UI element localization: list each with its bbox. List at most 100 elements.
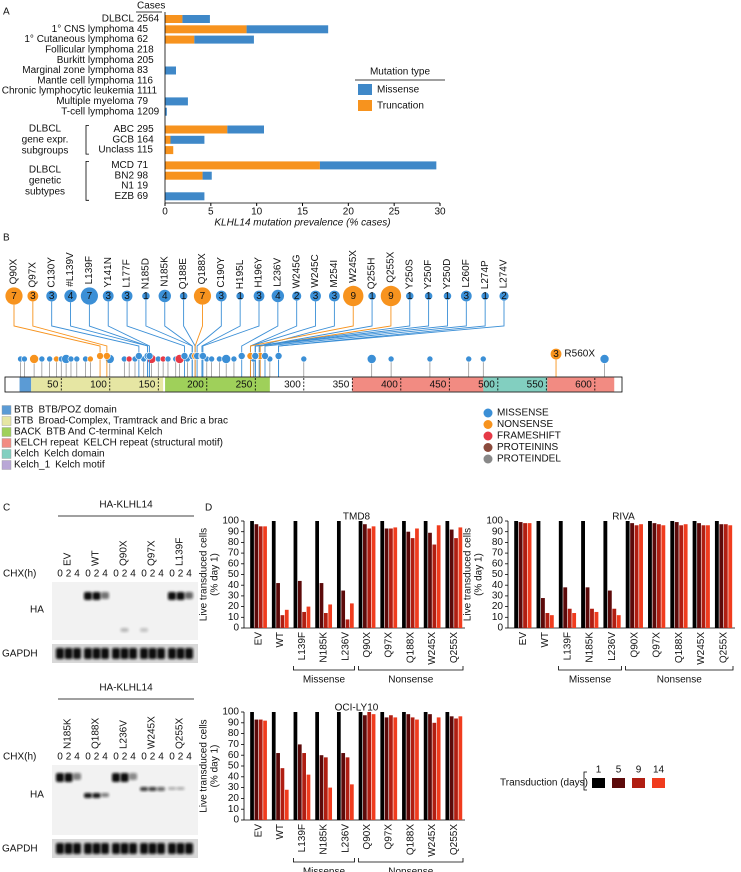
bar (723, 524, 728, 628)
connector (259, 306, 392, 377)
connector (32, 301, 108, 377)
chx-time: 4 (130, 569, 136, 580)
blot-band (73, 843, 81, 854)
bar-segment (165, 146, 174, 155)
bar (423, 712, 428, 820)
lollipop-head (87, 355, 94, 363)
domain (483, 377, 548, 392)
ha-label: HA (30, 605, 44, 616)
bar-segment (165, 97, 188, 106)
y-tick-label: 70 (228, 739, 240, 750)
category-label: MCD (111, 160, 134, 171)
legend-label: Truncation (377, 101, 424, 112)
bar (630, 523, 635, 628)
bar (701, 525, 706, 628)
count-circle (236, 292, 244, 300)
blot-band (73, 773, 81, 780)
bar (406, 531, 411, 628)
mutation-label: Q255X (386, 251, 397, 282)
bar (670, 521, 675, 628)
legend-description: BTB And C-terminal Kelch (46, 427, 162, 438)
cases-value: 98 (137, 170, 149, 181)
lane-label: N185K (63, 718, 74, 749)
x-tick-label: Q97X (384, 632, 395, 658)
bar (607, 590, 612, 628)
count-circle (550, 348, 562, 360)
bar (254, 719, 259, 820)
legend-swatch (612, 778, 625, 788)
lollipop-head (21, 355, 28, 363)
chx-time: 0 (169, 569, 175, 580)
count-label: 4 (68, 291, 74, 302)
bar (358, 712, 363, 820)
bar (454, 718, 458, 820)
legend-swatch (1, 416, 12, 426)
blot-band (92, 592, 101, 600)
connector (88, 304, 149, 377)
lollipop-head (180, 352, 189, 360)
bar (625, 521, 630, 628)
lollipop-head (426, 355, 434, 363)
blot-band (120, 773, 129, 782)
mutation-label: L139F (84, 256, 95, 284)
lollipop-head (300, 355, 308, 363)
cases-value: 45 (137, 24, 149, 35)
legend-description: Broad-Complex, Tramtrack and Bric a brac (38, 416, 228, 427)
count-circle (80, 287, 98, 305)
bar (258, 526, 263, 628)
lollipop-head (29, 354, 39, 364)
y-tick-label: 100 (486, 516, 503, 527)
x-tick-label: Q255X (718, 632, 729, 663)
y-tick-label: 60 (228, 750, 240, 761)
count-label: 3 (313, 291, 319, 302)
group-label: subtypes (25, 186, 65, 197)
legend-swatch (1, 449, 12, 459)
ha-label: HA (30, 790, 44, 801)
cases-value: 205 (137, 55, 154, 66)
mutation-label: Q188E (178, 258, 189, 289)
count-circle (481, 292, 489, 300)
mutation-label: Y250D (442, 259, 453, 290)
chx-time: 4 (158, 752, 164, 763)
x-tick-label: WT (275, 632, 286, 648)
y-tick-label: 100 (222, 516, 239, 527)
legend-label: 9 (636, 765, 642, 776)
category-label: EZB (115, 191, 135, 202)
chx-time: 2 (150, 569, 156, 580)
count-circle (292, 291, 302, 301)
bar (436, 525, 441, 628)
lane-label: WT (91, 550, 102, 566)
bar (393, 527, 398, 628)
bar-segment (165, 135, 171, 144)
blot-band (129, 843, 137, 854)
legend-dot (483, 420, 493, 429)
bar (683, 524, 688, 628)
mutation-label: L260F (461, 259, 472, 287)
mutation-label: W245X (348, 250, 359, 283)
category-label: 1° Cutaneous lymphoma (24, 34, 134, 45)
chx-time: 4 (102, 569, 108, 580)
y-axis-label: (% day 1) (210, 745, 221, 788)
bar (563, 587, 568, 628)
blot-band (120, 628, 129, 632)
bar (371, 714, 376, 820)
mutation-label: W245C (310, 254, 321, 287)
legend-title: Transduction (days) (500, 778, 588, 789)
blot-band (101, 592, 109, 599)
chart-title: OCI-LY10 (335, 703, 379, 714)
cases-value: 295 (137, 124, 154, 135)
bar (454, 538, 458, 628)
chx-time: 2 (178, 752, 184, 763)
bar-segment (319, 161, 437, 170)
bar (423, 521, 428, 628)
count-label: 2 (294, 291, 300, 302)
blot-band (101, 648, 109, 659)
group-bracket (358, 858, 464, 863)
bar (302, 611, 306, 628)
x-tick-label: 550 (527, 380, 544, 391)
cases-value: 83 (137, 65, 149, 76)
x-tick-label: EV (253, 632, 264, 646)
count-circle (121, 290, 133, 302)
bar (271, 521, 276, 628)
count-label: 1 (445, 291, 451, 302)
